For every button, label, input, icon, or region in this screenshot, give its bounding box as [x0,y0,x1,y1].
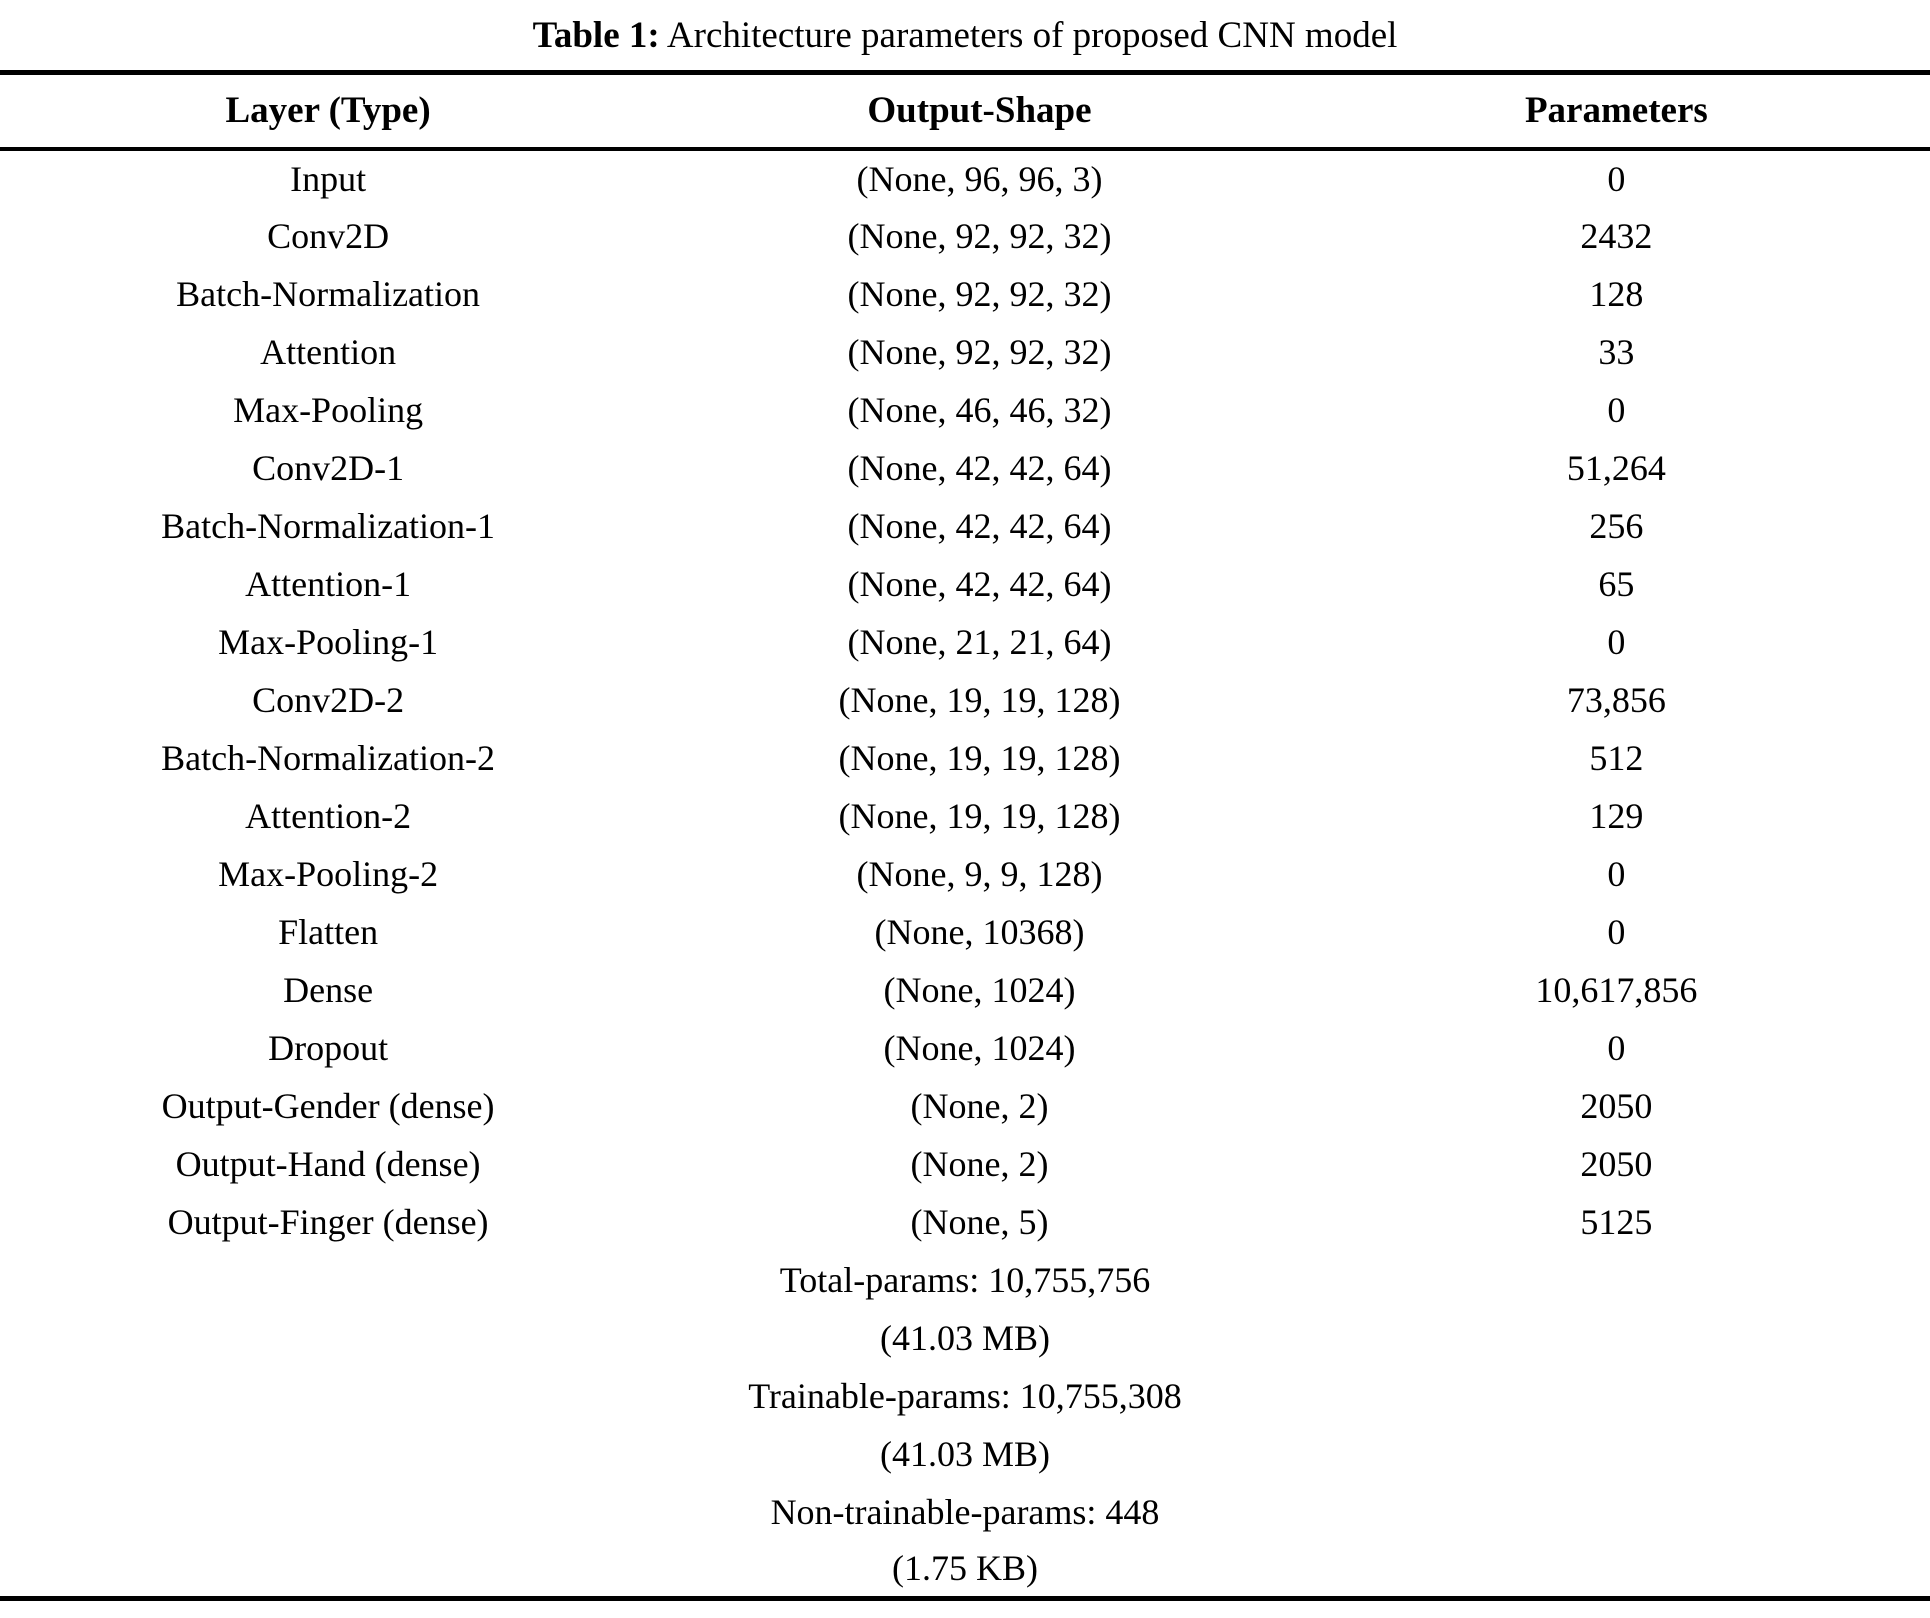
table-row: Attention-2 (None, 19, 19, 128) 129 [0,787,1930,845]
cell-output-shape: (None, 21, 21, 64) [847,621,1112,662]
header-row: Layer (Type) Output-Shape Parameters [0,73,1930,149]
cell-layer-type: Dropout [268,1027,389,1068]
footer-summary-line: Non-trainable-params: 448 [770,1491,1160,1532]
cell-output-shape: (None, 19, 19, 128) [838,679,1121,720]
footer-summary-line: (41.03 MB) [880,1317,1050,1358]
table-footer-row: Total-params: 10,755,756 [0,1251,1930,1309]
table-row: Batch-Normalization (None, 92, 92, 32) 128 [0,265,1930,323]
cell-layer-type: Batch-Normalization-2 [161,737,496,778]
cell-parameters: 2432 [1580,215,1653,256]
table-footer-row: (41.03 MB) [0,1309,1930,1367]
table-row: Flatten (None, 10368) 0 [0,903,1930,961]
table-body: Input (None, 96, 96, 3) 0 Conv2D (None, 92, … [0,149,1930,1599]
cell-output-shape: (None, 2) [910,1143,1049,1184]
table-footer-row: Trainable-params: 10,755,308 [0,1367,1930,1425]
cell-layer-type: Conv2D [267,215,390,256]
cell-parameters: 0 [1607,158,1626,199]
cell-layer-type: Attention [260,331,397,372]
cell-output-shape: (None, 92, 92, 32) [847,273,1112,314]
cell-parameters: 65 [1598,563,1635,604]
table-row: Attention (None, 92, 92, 32) 33 [0,323,1930,381]
cell-layer-type: Conv2D-1 [252,447,405,488]
table-row: Input (None, 96, 96, 3) 0 [0,149,1930,207]
table-row: Max-Pooling-1 (None, 21, 21, 64) 0 [0,613,1930,671]
cell-output-shape: (None, 5) [910,1201,1049,1242]
table-row: Dropout (None, 1024) 0 [0,1019,1930,1077]
table-row: Conv2D-1 (None, 42, 42, 64) 51,264 [0,439,1930,497]
table-row: Batch-Normalization-2 (None, 19, 19, 128)… [0,729,1930,787]
cell-layer-type: Input [290,158,367,199]
table-row: Output-Hand (dense) (None, 2) 2050 [0,1135,1930,1193]
cell-output-shape: (None, 1024) [883,1027,1076,1068]
table-row: Max-Pooling (None, 46, 46, 32) 0 [0,381,1930,439]
table-caption-text: Architecture parameters of proposed CNN … [659,14,1398,56]
table-header: Layer (Type) Output-Shape Parameters [0,73,1930,149]
footer-summary-line: Trainable-params: 10,755,308 [748,1375,1182,1416]
cell-parameters: 33 [1598,331,1635,372]
cell-output-shape: (None, 9, 9, 128) [856,853,1103,894]
cell-parameters: 128 [1589,273,1644,314]
table-caption: Table 1: Architecture parameters of prop… [0,0,1930,70]
cell-parameters: 10,617,856 [1535,969,1698,1010]
cell-layer-type: Batch-Normalization-1 [161,505,496,546]
footer-summary-line: Total-params: 10,755,756 [779,1259,1151,1300]
cell-output-shape: (None, 19, 19, 128) [838,737,1121,778]
table-caption-label: Table 1: [532,14,660,56]
cell-layer-type: Output-Hand (dense) [175,1143,481,1184]
cell-layer-type: Dense [283,969,374,1010]
cell-output-shape: (None, 1024) [883,969,1076,1010]
cell-output-shape: (None, 96, 96, 3) [856,158,1103,199]
cell-parameters: 129 [1589,795,1644,836]
table-footer-row: (1.75 KB) [0,1541,1930,1599]
footer-summary-line: (1.75 KB) [892,1548,1038,1589]
cell-layer-type: Conv2D-2 [252,679,405,720]
cell-layer-type: Max-Pooling [233,389,424,430]
cell-output-shape: (None, 2) [910,1085,1049,1126]
cell-parameters: 51,264 [1566,447,1666,488]
column-header-parameters: Parameters [1524,90,1708,132]
cell-parameters: 0 [1607,621,1626,662]
cell-layer-type: Max-Pooling-1 [218,621,439,662]
cell-parameters: 5125 [1580,1201,1653,1242]
cell-layer-type: Max-Pooling-2 [218,853,439,894]
cell-parameters: 0 [1607,853,1626,894]
column-header-output-shape: Output-Shape [867,90,1092,132]
cell-layer-type: Output-Finger (dense) [167,1201,489,1242]
table-row: Attention-1 (None, 42, 42, 64) 65 [0,555,1930,613]
table-footer-row: (41.03 MB) [0,1425,1930,1483]
table-row: Output-Gender (dense) (None, 2) 2050 [0,1077,1930,1135]
footer-summary-line: (41.03 MB) [880,1433,1050,1474]
cell-layer-type: Attention-2 [245,795,412,836]
cell-parameters: 256 [1589,505,1644,546]
cell-output-shape: (None, 19, 19, 128) [838,795,1121,836]
cell-parameters: 512 [1589,737,1644,778]
table-row: Max-Pooling-2 (None, 9, 9, 128) 0 [0,845,1930,903]
cell-layer-type: Attention-1 [245,563,412,604]
cell-output-shape: (None, 92, 92, 32) [847,215,1112,256]
cell-parameters: 2050 [1580,1143,1653,1184]
column-header-layer-type: Layer (Type) [225,90,431,132]
cell-output-shape: (None, 46, 46, 32) [847,389,1112,430]
cell-layer-type: Output-Gender (dense) [161,1085,495,1126]
table-footer-row: Non-trainable-params: 448 [0,1483,1930,1541]
cell-output-shape: (None, 42, 42, 64) [847,505,1112,546]
architecture-parameters-table: Layer (Type) Output-Shape Parameters Inp… [0,70,1930,1601]
table-row: Output-Finger (dense) (None, 5) 5125 [0,1193,1930,1251]
cell-output-shape: (None, 42, 42, 64) [847,563,1112,604]
cell-output-shape: (None, 42, 42, 64) [847,447,1112,488]
cell-parameters: 0 [1607,911,1626,952]
table-row: Conv2D-2 (None, 19, 19, 128) 73,856 [0,671,1930,729]
cell-parameters: 2050 [1580,1085,1653,1126]
table-row: Conv2D (None, 92, 92, 32) 2432 [0,207,1930,265]
cell-output-shape: (None, 92, 92, 32) [847,331,1112,372]
table-row: Batch-Normalization-1 (None, 42, 42, 64) 2… [0,497,1930,555]
table-row: Dense (None, 1024) 10,617,856 [0,961,1930,1019]
cell-parameters: 73,856 [1566,679,1666,720]
cell-output-shape: (None, 10368) [874,911,1085,952]
cell-layer-type: Batch-Normalization [176,273,481,314]
cell-parameters: 0 [1607,1027,1626,1068]
cell-parameters: 0 [1607,389,1626,430]
cell-layer-type: Flatten [278,911,379,952]
